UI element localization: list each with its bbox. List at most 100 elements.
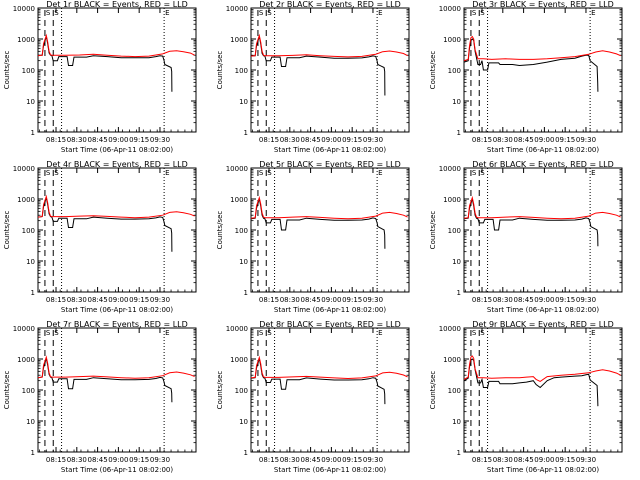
interval-marker-label: S <box>54 329 59 337</box>
y-tick-label: 10000 <box>13 5 35 13</box>
interval-marker-label: E <box>165 329 169 337</box>
interval-marker-label: S <box>46 9 51 17</box>
x-tick-label: 08:15 <box>472 456 492 464</box>
x-tick-label: 08:45 <box>88 136 108 144</box>
events-series-line <box>250 358 386 405</box>
y-tick-label: 1000 <box>443 356 461 364</box>
lld-series-line <box>463 195 621 220</box>
y-tick-label: 10 <box>239 418 248 426</box>
y-tick-label: 100 <box>448 387 461 395</box>
x-tick-label: 08:45 <box>301 456 321 464</box>
x-tick-label: 08:45 <box>88 456 108 464</box>
panel-det-8: Det 8r BLACK = Events, RED = LLD Counts/s… <box>216 320 410 474</box>
interval-marker-label: S <box>480 9 485 17</box>
y-tick-label: 100 <box>235 227 248 235</box>
y-axis-label: Counts/sec <box>3 211 11 250</box>
y-tick-label: 10000 <box>13 325 35 333</box>
panel-det-6: Det 6r BLACK = Events, RED = LLD Counts/s… <box>429 160 623 314</box>
x-tick-label: 09:00 <box>321 296 341 304</box>
x-tick-label: 09:15 <box>555 296 575 304</box>
x-tick-label: 08:30 <box>493 296 513 304</box>
panel-det-4: Det 4r BLACK = Events, RED = LLD Counts/s… <box>3 160 197 314</box>
chart-title: Det 4r BLACK = Events, RED = LLD <box>46 160 188 169</box>
y-axis-label: Counts/sec <box>429 371 437 410</box>
x-tick-label: 08:30 <box>67 456 87 464</box>
x-tick-label: 08:15 <box>46 456 66 464</box>
y-tick-label: 1 <box>244 129 248 137</box>
lld-series-line <box>250 355 408 380</box>
y-tick-label: 10000 <box>439 5 461 13</box>
y-tick-label: 1000 <box>443 196 461 204</box>
events-series-line <box>250 198 386 249</box>
lld-series-line <box>37 194 195 219</box>
x-tick-label: 08:15 <box>259 456 279 464</box>
x-tick-label: 08:45 <box>88 296 108 304</box>
panel-det-5: Det 5r BLACK = Events, RED = LLD Counts/s… <box>216 160 410 314</box>
x-tick-label: 08:45 <box>514 136 534 144</box>
y-axis-label: Counts/sec <box>429 211 437 250</box>
y-tick-label: 10000 <box>439 325 461 333</box>
x-tick-label: 08:15 <box>46 296 66 304</box>
events-series-line <box>463 358 599 407</box>
x-axis-label: Start Time (06-Apr-11 08:02:00) <box>274 146 386 154</box>
x-tick-label: 09:15 <box>342 456 362 464</box>
x-tick-label: 08:45 <box>301 296 321 304</box>
interval-marker-label: S <box>46 169 51 177</box>
lld-series-line <box>463 35 621 62</box>
x-axis-label: Start Time (06-Apr-11 08:02:00) <box>487 146 599 154</box>
interval-marker-label: S <box>46 329 51 337</box>
x-tick-label: 09:15 <box>129 456 149 464</box>
y-axis-label: Counts/sec <box>216 371 224 410</box>
x-tick-label: 09:15 <box>342 136 362 144</box>
y-axis-label: Counts/sec <box>429 51 437 90</box>
x-tick-label: 09:30 <box>363 296 383 304</box>
x-tick-label: 09:30 <box>576 136 596 144</box>
events-series-line <box>463 198 599 247</box>
y-tick-label: 100 <box>22 387 35 395</box>
x-tick-label: 09:15 <box>342 296 362 304</box>
y-tick-label: 1000 <box>230 36 248 44</box>
y-tick-label: 10 <box>452 98 461 106</box>
x-tick-label: 08:45 <box>514 296 534 304</box>
x-tick-label: 08:30 <box>67 296 87 304</box>
x-tick-label: 09:15 <box>129 296 149 304</box>
x-tick-label: 09:00 <box>321 456 341 464</box>
y-tick-label: 1000 <box>230 356 248 364</box>
y-tick-label: 10 <box>239 98 248 106</box>
y-tick-label: 1 <box>244 289 248 297</box>
panel-det-2: Det 2r BLACK = Events, RED = LLD Counts/s… <box>216 0 410 154</box>
y-tick-label: 1 <box>457 129 461 137</box>
y-tick-label: 10000 <box>13 165 35 173</box>
x-tick-label: 08:30 <box>493 136 513 144</box>
interval-marker-label: S <box>54 9 59 17</box>
panel-det-9: Det 9r BLACK = Events, RED = LLD Counts/s… <box>429 320 623 474</box>
interval-marker-label: S <box>267 9 272 17</box>
x-axis-label: Start Time (06-Apr-11 08:02:00) <box>61 466 173 474</box>
x-tick-label: 09:15 <box>555 136 575 144</box>
lld-series-line <box>37 355 195 379</box>
x-tick-label: 09:30 <box>363 456 383 464</box>
y-tick-label: 10 <box>452 418 461 426</box>
x-tick-label: 09:00 <box>534 136 554 144</box>
y-tick-label: 1000 <box>17 196 35 204</box>
interval-marker-label: S <box>267 329 272 337</box>
y-tick-label: 1 <box>457 289 461 297</box>
x-tick-label: 09:30 <box>150 456 170 464</box>
interval-marker-label: E <box>591 9 595 17</box>
events-series-line <box>38 36 173 92</box>
x-tick-label: 08:30 <box>280 136 300 144</box>
chart-title: Det 1r BLACK = Events, RED = LLD <box>46 0 188 9</box>
panel-det-7: Det 7r BLACK = Events, RED = LLD Counts/s… <box>3 320 197 474</box>
x-tick-label: 09:30 <box>576 296 596 304</box>
x-tick-label: 09:15 <box>129 136 149 144</box>
y-tick-label: 100 <box>22 67 35 75</box>
y-tick-label: 100 <box>448 67 461 75</box>
y-tick-label: 1000 <box>230 196 248 204</box>
x-axis-label: Start Time (06-Apr-11 08:02:00) <box>274 306 386 314</box>
y-tick-label: 1 <box>31 289 35 297</box>
interval-marker-label: E <box>591 169 595 177</box>
y-tick-label: 10000 <box>226 165 248 173</box>
y-tick-label: 10000 <box>226 325 248 333</box>
interval-marker-label: E <box>591 329 595 337</box>
y-tick-label: 1 <box>244 449 248 457</box>
